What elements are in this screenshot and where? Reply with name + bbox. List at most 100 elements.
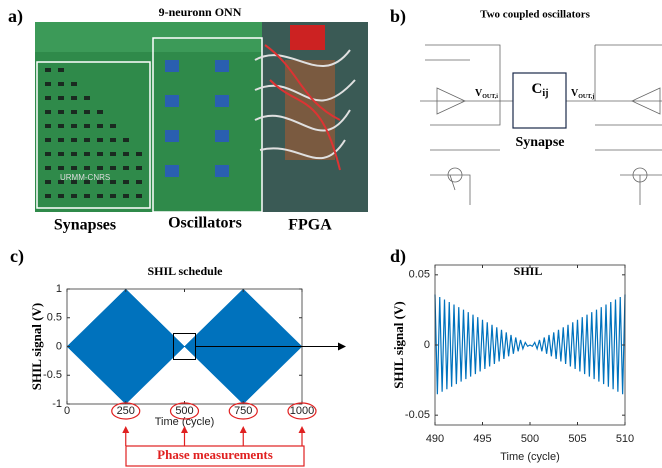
synapse-dot <box>45 166 51 170</box>
svg-text:URMM-CNRS: URMM-CNRS <box>60 173 110 182</box>
panel-title: Two coupled oscillators <box>480 9 591 21</box>
synapse-dot <box>58 82 64 86</box>
x-tick-label: 500 <box>521 433 539 445</box>
synapse-dot <box>71 124 77 128</box>
synapse-dot <box>110 138 116 142</box>
synapse-dot <box>58 166 64 170</box>
synapse-dot <box>97 152 103 156</box>
synapse-dot <box>58 124 64 128</box>
synapse-dot <box>123 138 129 142</box>
synapse-dot <box>45 194 51 198</box>
y-tick-label: 0.5 <box>47 312 62 324</box>
synapse-dot <box>71 194 77 198</box>
y-tick-label: 1 <box>56 283 62 295</box>
line <box>435 294 625 394</box>
synapse-dot <box>110 152 116 156</box>
synapse-dot <box>58 152 64 156</box>
photo-caption: Oscillators <box>168 215 242 232</box>
synapse-dot <box>84 166 90 170</box>
synapse-dot <box>45 68 51 72</box>
synapse-dot <box>45 110 51 114</box>
synapse-dot <box>110 194 116 198</box>
panel-label: b) <box>390 6 406 27</box>
synapse-dot <box>58 138 64 142</box>
synapse-dot <box>97 124 103 128</box>
annotation: Phase measurements <box>157 447 273 462</box>
circuit <box>420 45 662 205</box>
synapse-dot <box>84 110 90 114</box>
x-axis-label: Time (cycle) <box>500 451 559 463</box>
x-tick-label: 250 <box>117 405 135 417</box>
synapse-dot <box>45 152 51 156</box>
y-tick-label: 0 <box>56 340 62 352</box>
panel-label: a) <box>8 6 23 27</box>
chart-title: SHIL <box>514 264 543 278</box>
synapse-dot <box>97 194 103 198</box>
y-tick-label: -1 <box>52 398 62 410</box>
arrow-head <box>299 426 306 433</box>
synapse-dot <box>58 194 64 198</box>
synapse-dot <box>136 194 142 198</box>
synapse-dot <box>123 194 129 198</box>
synapse-dot <box>58 96 64 100</box>
synapse-dot <box>45 180 51 184</box>
synapse-dot <box>123 180 129 184</box>
synapse-dot <box>71 138 77 142</box>
voltage-label: VOUT,j <box>571 88 594 100</box>
photo-caption: Synapses <box>54 217 116 234</box>
synapse-dot <box>71 166 77 170</box>
synapse-dot <box>71 110 77 114</box>
capacitor-label: Cij <box>532 81 549 99</box>
synapse-dot <box>58 110 64 114</box>
voltage-label: VOUT,i <box>475 88 498 100</box>
x-tick-label: 750 <box>234 405 252 417</box>
photo-caption: FPGA <box>288 217 332 234</box>
synapse-dot <box>58 68 64 72</box>
synapse-dot <box>97 166 103 170</box>
synapse-dot <box>110 166 116 170</box>
x-tick-label: 1000 <box>290 405 314 417</box>
synapse-dot <box>123 166 129 170</box>
arrow-head <box>240 426 247 433</box>
x-tick-label: 495 <box>473 433 491 445</box>
y-tick-label: -0.05 <box>405 409 430 421</box>
y-tick-label: 0 <box>424 339 430 351</box>
x-tick-label: 505 <box>568 433 586 445</box>
synapse-dot <box>84 138 90 142</box>
x-tick-label: 510 <box>616 433 634 445</box>
y-axis-label: SHIL signal (V) <box>391 301 406 388</box>
synapse-dot <box>45 82 51 86</box>
arrow-head <box>338 343 346 351</box>
chart-title: SHIL schedule <box>147 264 223 278</box>
arrow-head <box>122 426 129 433</box>
synapse-dot <box>97 138 103 142</box>
synapse-dot <box>136 180 142 184</box>
synapse-dot <box>45 138 51 142</box>
synapse-dot <box>84 124 90 128</box>
x-tick-label: 500 <box>175 405 193 417</box>
panel-label: c) <box>10 246 24 267</box>
y-tick-label: -0.5 <box>43 369 62 381</box>
voltage-sub: OUT,i <box>482 94 498 100</box>
synapse-dot <box>71 82 77 86</box>
board-photo: URMM-CNRS <box>35 22 368 212</box>
voltage-sub: OUT,j <box>578 94 594 100</box>
x-tick-label: 0 <box>64 405 70 417</box>
area <box>67 347 302 405</box>
synapse-dot <box>110 180 116 184</box>
synapse-dot <box>136 166 142 170</box>
y-axis-label: SHIL signal (V) <box>29 303 44 390</box>
synapse-dot <box>45 96 51 100</box>
synapse-dot <box>136 152 142 156</box>
synapse-dot <box>97 110 103 114</box>
synapse-dot <box>71 96 77 100</box>
panel-label: d) <box>390 246 406 267</box>
synapse-dot <box>84 152 90 156</box>
synapse-dot <box>84 194 90 198</box>
x-tick-label: 490 <box>426 433 444 445</box>
capacitor-main: C <box>532 81 543 97</box>
figure: a) 9-neuronn ONN URMM-CNRS Synapses Osci… <box>0 0 662 468</box>
panel-title: 9-neuronn ONN <box>159 5 242 19</box>
synapse-dot <box>45 124 51 128</box>
synapse-dot <box>71 152 77 156</box>
